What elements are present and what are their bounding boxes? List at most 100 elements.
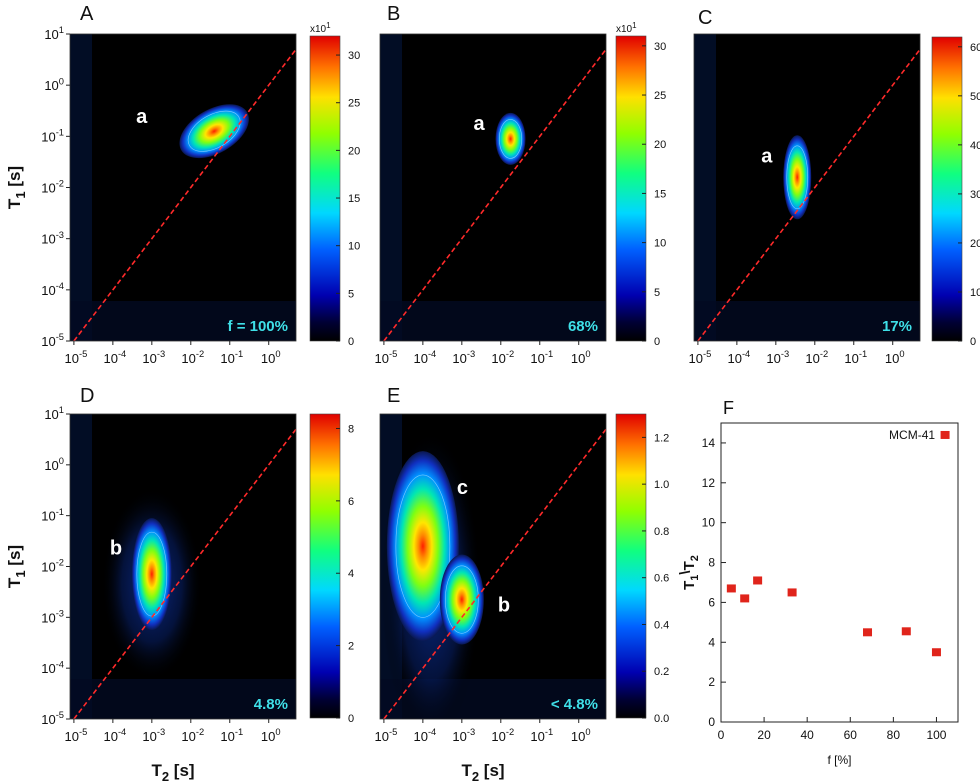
colorbar-tick-label: 4 bbox=[348, 568, 354, 580]
x-tick-label: 100 bbox=[571, 727, 591, 744]
panel-F: 0 20 40 60 80 100 0 2 4 6 8 10 12 14 MCM-41 Ff [%] T1\T2 bbox=[677, 398, 959, 767]
colorbar-tick-label: 20 bbox=[348, 145, 360, 157]
colorbar-tick-label: 0.4 bbox=[654, 619, 669, 631]
panel-letter: A bbox=[80, 3, 94, 25]
x-axis-label: T2 [s] bbox=[151, 761, 194, 781]
plot-area bbox=[380, 34, 606, 341]
colorbar-tick-label: 40 bbox=[970, 140, 980, 152]
fraction-annotation: 17% bbox=[882, 318, 912, 335]
peak-b bbox=[439, 554, 484, 645]
x-tick-label: 0 bbox=[718, 728, 725, 742]
panel-letter: F bbox=[723, 398, 734, 418]
colorbar bbox=[615, 35, 647, 342]
plot-area bbox=[720, 422, 959, 723]
peak-label-a: a bbox=[474, 113, 486, 135]
panel-B: a 68% B 10-5 10-4 10-3 10-2 10-1 100 0 5 10 15 20 25 30… bbox=[375, 3, 667, 366]
colorbar-tick-label: 8 bbox=[348, 423, 354, 435]
diagonal-line bbox=[73, 48, 296, 341]
x-tick-label: 10-3 bbox=[452, 349, 475, 366]
point-label: MCM-41 bbox=[889, 428, 935, 442]
y-tick-label: 100 bbox=[44, 76, 64, 93]
data-point bbox=[863, 628, 873, 637]
peak-a bbox=[179, 104, 249, 159]
colorbar-tick-label: 10 bbox=[348, 241, 360, 253]
colorbar-tick-label: 0.2 bbox=[654, 666, 669, 678]
peak-a bbox=[495, 112, 526, 165]
y-axis-label: T1 [s] bbox=[5, 166, 28, 209]
y-axis-label: T1\T2 bbox=[677, 555, 701, 590]
x-axis-label: T2 [s] bbox=[461, 761, 504, 781]
colorbar bbox=[615, 413, 647, 719]
colorbar-tick-label: 1.0 bbox=[654, 479, 669, 491]
colorbar-tick-label: 0.0 bbox=[654, 713, 669, 725]
peak-a bbox=[783, 135, 812, 220]
x-tick-label: 100 bbox=[571, 349, 591, 366]
peak-label-c: c bbox=[457, 477, 468, 499]
panel-D: b 4.8% D 10-5 10-4 10-3 10-2 10-1 100 101 100 10-1 1… bbox=[5, 385, 354, 781]
y-tick-label: 10-1 bbox=[41, 507, 64, 524]
data-point bbox=[940, 430, 950, 439]
y-tick-label: 12 bbox=[702, 476, 716, 490]
x-tick-label: 10-5 bbox=[375, 727, 398, 744]
y-tick-label: 101 bbox=[44, 405, 64, 422]
x-tick-label: 10-1 bbox=[220, 727, 243, 744]
diagonal-line bbox=[383, 48, 606, 341]
x-tick-label: 10-4 bbox=[103, 727, 126, 744]
x-tick-label: 10-3 bbox=[766, 349, 789, 366]
colorbar-tick-label: 0 bbox=[348, 713, 354, 725]
y-tick-label: 10-1 bbox=[41, 127, 64, 144]
x-tick-label: 60 bbox=[844, 728, 858, 742]
colorbar-tick-label: 30 bbox=[348, 50, 360, 62]
colorbar-tick-label: 30 bbox=[654, 41, 666, 53]
peak-b bbox=[131, 518, 172, 631]
colorbar-tick-label: 20 bbox=[970, 238, 980, 250]
colorbar-tick-label: 0.6 bbox=[654, 573, 669, 585]
peak-label-b: b bbox=[110, 538, 122, 560]
y-tick-label: 10-5 bbox=[41, 710, 64, 727]
peak-label-a: a bbox=[136, 106, 148, 128]
x-tick-label: 10-5 bbox=[65, 727, 88, 744]
x-tick-label: 10-4 bbox=[727, 349, 750, 366]
y-tick-label: 10-2 bbox=[41, 558, 64, 575]
colorbar-tick-label: 10 bbox=[970, 287, 980, 299]
colorbar-tick-label: 50 bbox=[970, 91, 980, 103]
y-tick-label: 10-3 bbox=[41, 608, 64, 625]
y-tick-label: 10-4 bbox=[41, 659, 64, 676]
panel-A: af = 100%A10-5 10-4 10-3 10-2 10-1 1001011001… bbox=[5, 3, 360, 366]
peak-label-a: a bbox=[761, 146, 773, 168]
colorbar-tick-label: 15 bbox=[654, 188, 666, 200]
colorbar-tick-label: 0 bbox=[970, 336, 976, 348]
y-tick-label: 101 bbox=[44, 25, 64, 42]
x-tick-label: 10-2 bbox=[181, 727, 204, 744]
colorbar-tick-label: 6 bbox=[348, 496, 354, 508]
fraction-annotation: f = 100% bbox=[228, 318, 288, 335]
y-tick-label: 2 bbox=[708, 675, 715, 689]
x-tick-label: 10-4 bbox=[413, 349, 436, 366]
fraction-annotation: 68% bbox=[568, 318, 598, 335]
y-tick-label: 6 bbox=[708, 595, 715, 609]
y-tick-label: 0 bbox=[708, 715, 715, 729]
data-point bbox=[787, 588, 797, 597]
panel-letter: E bbox=[387, 385, 400, 407]
y-tick-label: 14 bbox=[702, 436, 716, 450]
colorbar-multiplier: x101 bbox=[310, 21, 331, 35]
colorbar-tick-label: 25 bbox=[654, 90, 666, 102]
fraction-annotation: 4.8% bbox=[254, 696, 288, 713]
x-tick-label: 10-3 bbox=[142, 727, 165, 744]
x-tick-label: 20 bbox=[757, 728, 771, 742]
data-point bbox=[931, 648, 941, 657]
colorbar-tick-label: 10 bbox=[654, 238, 666, 250]
x-tick-label: 10-4 bbox=[103, 349, 126, 366]
colorbar-tick-label: 25 bbox=[348, 98, 360, 110]
colorbar-tick-label: 1.2 bbox=[654, 432, 669, 444]
x-tick-label: 10-1 bbox=[530, 349, 553, 366]
x-tick-label: 10-2 bbox=[181, 349, 204, 366]
colorbar-tick-label: 0.8 bbox=[654, 526, 669, 538]
colorbar-multiplier: x101 bbox=[616, 21, 637, 35]
colorbar bbox=[309, 413, 341, 719]
y-tick-label: 10-3 bbox=[41, 230, 64, 247]
diagonal-line bbox=[697, 48, 920, 341]
panel-letter: B bbox=[387, 3, 400, 25]
x-tick-label: 100 bbox=[885, 349, 905, 366]
